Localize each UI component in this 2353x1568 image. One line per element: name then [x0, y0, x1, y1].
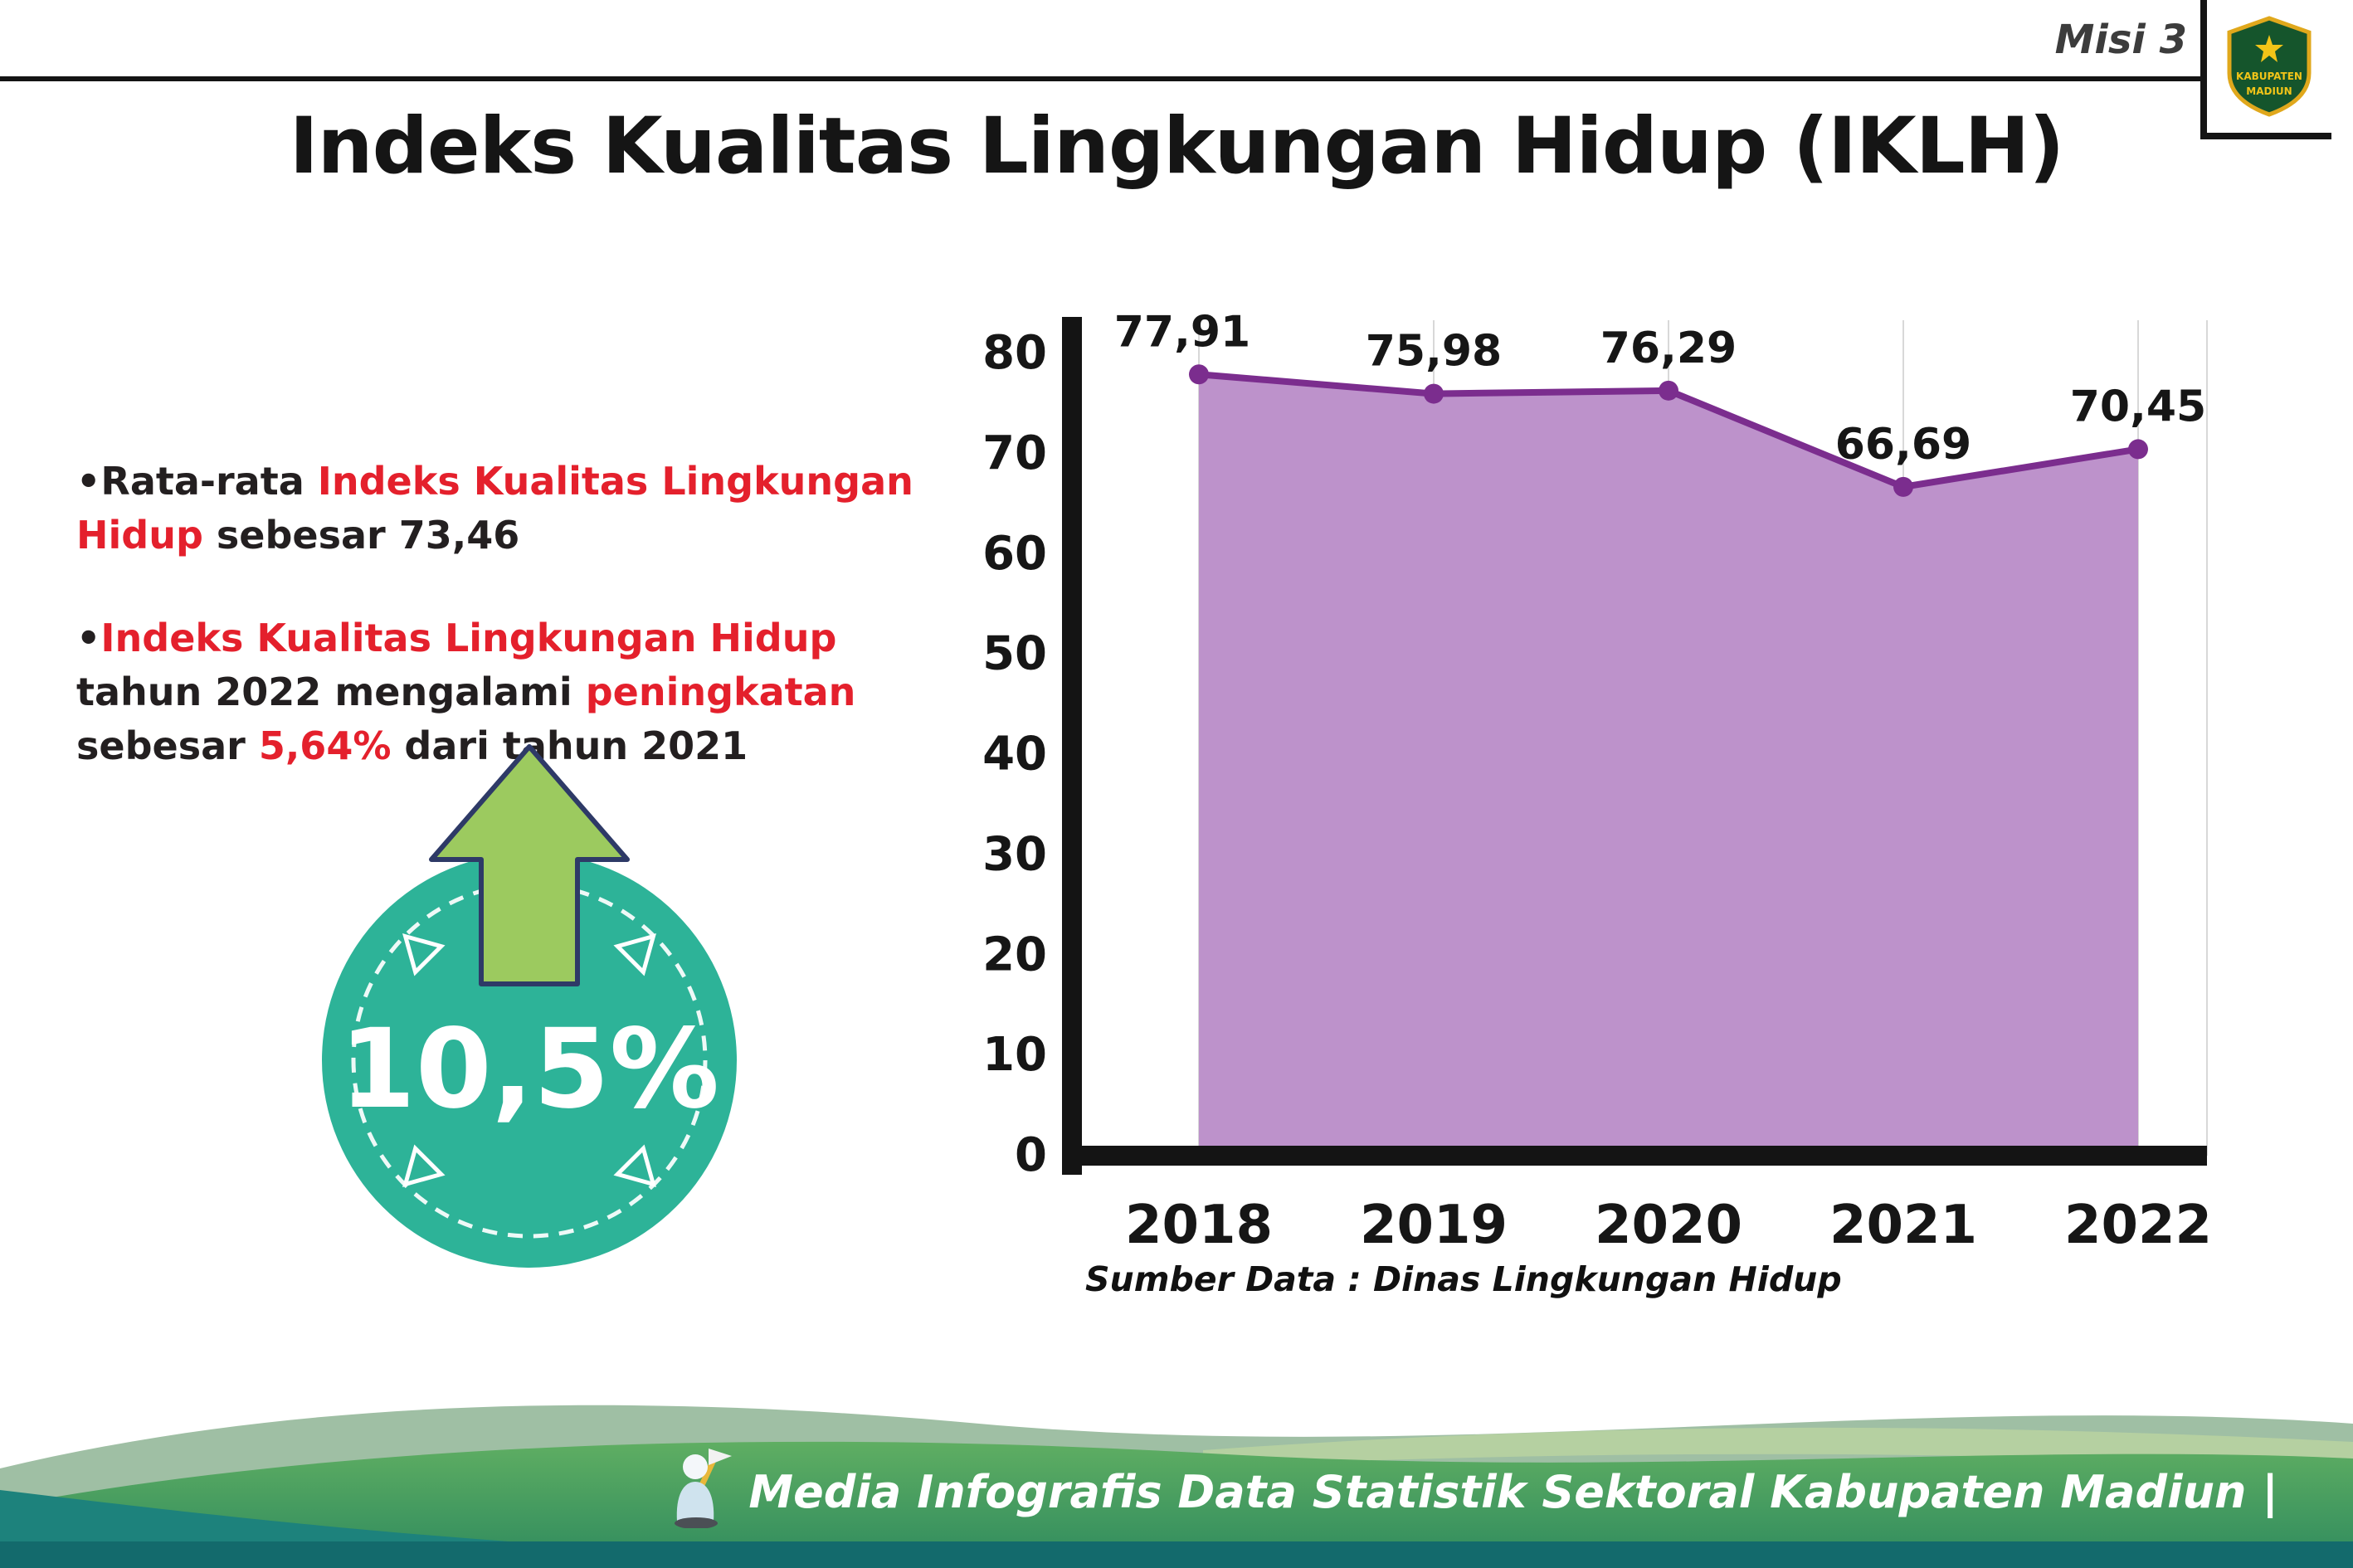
- svg-text:0: 0: [1015, 1128, 1047, 1182]
- logo-text-line2: MADIUN: [2246, 85, 2292, 97]
- svg-text:80: 80: [982, 326, 1047, 380]
- badge-triangle-icon: [613, 933, 656, 976]
- bullet-text-highlight: 5,64%: [258, 723, 392, 769]
- svg-text:30: 30: [982, 827, 1047, 881]
- logo-frame: KABUPATEN MADIUN: [2200, 0, 2331, 139]
- badge-value: 10,5%: [339, 1006, 719, 1133]
- footer-waves: [0, 1405, 2353, 1568]
- bullet-list: •Rata-rata Indeks Kualitas Lingkungan Hi…: [76, 455, 972, 822]
- svg-text:77,91: 77,91: [1114, 307, 1250, 357]
- bullet-text-highlight: peningkatan: [585, 669, 856, 714]
- badge-triangle-icon: [402, 1144, 446, 1187]
- bullet-text-highlight: Indeks Kualitas Lingkungan Hidup: [76, 459, 913, 558]
- increase-badge: 10,5%: [305, 737, 753, 1274]
- bullet-text: dari tahun 2021: [391, 723, 748, 769]
- badge-triangle-icon: [402, 933, 446, 976]
- svg-text:2018: 2018: [1125, 1195, 1273, 1256]
- bullet-text: sebesar: [76, 723, 259, 769]
- arrow-up-icon: [429, 744, 630, 986]
- bullet-text: Rata-rata: [100, 459, 318, 504]
- svg-text:76,29: 76,29: [1600, 324, 1737, 373]
- page-title: Indeks Kualitas Lingkungan Hidup (IKLH): [289, 101, 2065, 192]
- source-caption: Sumber Data : Dinas Lingkungan Hidup: [1085, 1259, 1842, 1299]
- svg-text:66,69: 66,69: [1835, 420, 1971, 470]
- chart-panel: 0 10 20 30 40 50 60 70 80 2018 2019 2020 2021 2022 77,…: [982, 272, 2316, 1351]
- misi-label: Misi 3: [2054, 17, 2187, 63]
- badge-triangle-icon: [613, 1144, 656, 1187]
- svg-text:2019: 2019: [1360, 1195, 1508, 1256]
- bullet-text-highlight: Indeks Kualitas Lingkungan Hidup: [100, 615, 837, 660]
- svg-text:10: 10: [982, 1028, 1047, 1082]
- svg-text:2021: 2021: [1829, 1195, 1977, 1256]
- bullet-text: tahun 2022 mengalami: [76, 669, 586, 714]
- footer-caption: Media Infografis Data Statistik Sektoral…: [662, 1445, 2278, 1539]
- bullet-text: sebesar 73,46: [202, 513, 520, 558]
- svg-text:75,98: 75,98: [1366, 327, 1502, 377]
- bullet-item-average: •Rata-rata Indeks Kualitas Lingkungan Hi…: [76, 455, 972, 563]
- kabupaten-madiun-logo-icon: KABUPATEN MADIUN: [2216, 12, 2322, 121]
- logo-text-line1: KABUPATEN: [2236, 71, 2302, 82]
- svg-text:20: 20: [982, 928, 1047, 981]
- svg-text:50: 50: [982, 627, 1047, 681]
- badge-circle: [322, 853, 737, 1268]
- footer-caption-text: Media Infografis Data Statistik Sektoral…: [748, 1466, 2278, 1518]
- header-divider: [0, 76, 2243, 81]
- bullet-marker: •: [76, 615, 101, 660]
- mascot-icon: [662, 1445, 733, 1539]
- svg-text:2020: 2020: [1595, 1195, 1742, 1256]
- bullet-marker: •: [76, 459, 101, 504]
- iklh-area-chart: 0 10 20 30 40 50 60 70 80 2018 2019 2020 2021 2022 77,…: [982, 307, 2212, 1256]
- svg-text:40: 40: [982, 728, 1047, 782]
- svg-text:2022: 2022: [2064, 1195, 2212, 1256]
- svg-text:70: 70: [982, 426, 1047, 480]
- bullet-item-increase: •Indeks Kualitas Lingkungan Hidup tahun …: [76, 611, 972, 774]
- svg-text:70,45: 70,45: [2070, 382, 2206, 431]
- svg-text:60: 60: [982, 527, 1047, 581]
